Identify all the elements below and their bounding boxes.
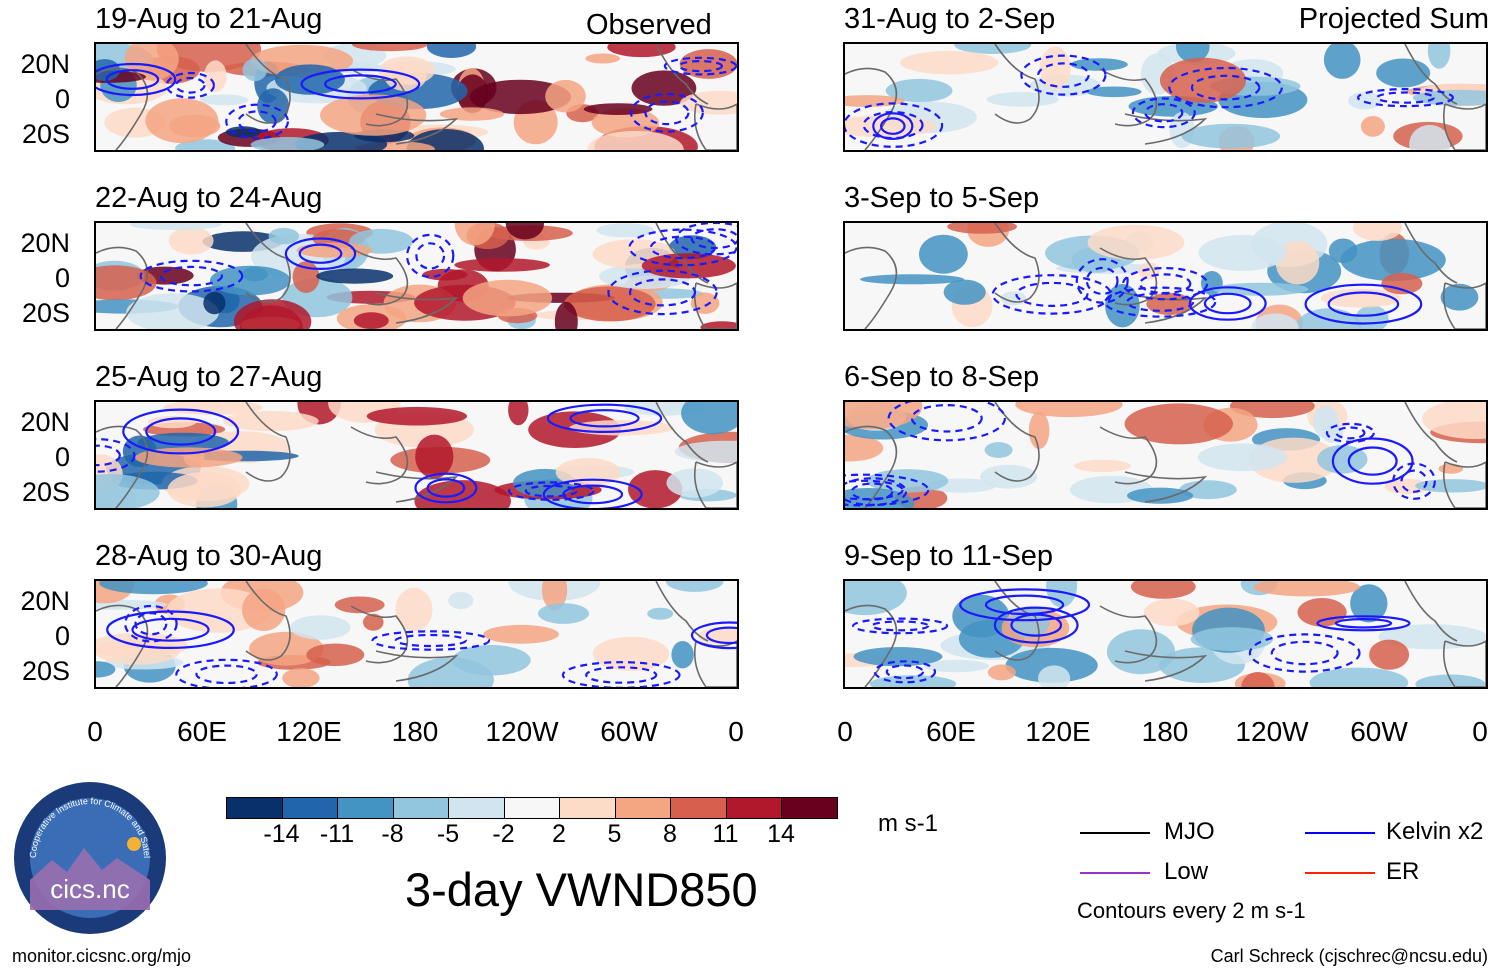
colorbar-cell bbox=[226, 797, 283, 819]
lat-label: 0 bbox=[54, 621, 70, 651]
colorbar-cell bbox=[281, 797, 338, 819]
cics-logo: cics.nc Cooperative Institute for Climat… bbox=[9, 772, 168, 936]
legend-label-er: ER bbox=[1386, 858, 1420, 885]
lat-label: 20N bbox=[20, 228, 70, 258]
legend-line-mjo bbox=[1080, 832, 1150, 834]
legend-line-er bbox=[1305, 872, 1375, 874]
observed-label: Observed bbox=[586, 9, 712, 41]
logo-text: cics.nc bbox=[50, 874, 129, 904]
map-panel-right-4 bbox=[843, 579, 1488, 689]
colorbar-tick: 11 bbox=[712, 820, 739, 848]
colorbar-tick: -5 bbox=[436, 820, 460, 848]
map-panel-right-3 bbox=[843, 400, 1488, 510]
panel-title-right-1: 31-Aug to 2-Sep bbox=[844, 3, 1056, 35]
lat-label: 20S bbox=[21, 656, 70, 686]
colorbar-cell bbox=[725, 797, 782, 819]
lon-label: 0 bbox=[837, 716, 853, 747]
panel-title-right-3: 6-Sep to 8-Sep bbox=[844, 361, 1040, 393]
colorbar-tick: -14 bbox=[263, 820, 300, 848]
colorbar-cell bbox=[559, 797, 616, 819]
colorbar-tick: -2 bbox=[492, 820, 515, 848]
colorbar-cell bbox=[670, 797, 727, 819]
panel-title-left-2: 22-Aug to 24-Aug bbox=[95, 182, 323, 214]
lon-label: 60E bbox=[177, 716, 227, 747]
map-panel-left-4 bbox=[94, 579, 739, 689]
lon-label: 0 bbox=[87, 716, 103, 747]
lat-label: 0 bbox=[54, 84, 70, 114]
colorbar-cell bbox=[614, 797, 671, 819]
colorbar-cell bbox=[503, 797, 560, 819]
panel-title-left-4: 28-Aug to 30-Aug bbox=[95, 540, 323, 572]
colorbar-cell bbox=[448, 797, 505, 819]
lat-label: 0 bbox=[54, 263, 70, 293]
legend-label-low: Low bbox=[1164, 858, 1209, 885]
panel-title-right-4: 9-Sep to 11-Sep bbox=[844, 540, 1054, 572]
colorbar-cell bbox=[781, 797, 838, 819]
colorbar-tick: -8 bbox=[381, 820, 404, 848]
lon-label: 0 bbox=[1472, 716, 1488, 747]
map-panel-left-1 bbox=[94, 42, 739, 152]
lat-label: 20N bbox=[20, 407, 70, 437]
map-panel-right-1 bbox=[843, 42, 1488, 152]
lat-label: 20S bbox=[21, 477, 70, 507]
projected-label: Projected Sum bbox=[1298, 3, 1489, 35]
legend-line-low bbox=[1080, 872, 1150, 874]
colorbar-cell bbox=[392, 797, 449, 819]
colorbar-tick: 5 bbox=[607, 820, 622, 848]
lat-label: 20S bbox=[21, 119, 70, 149]
credit-text: Carl Schreck (cjschrec@ncsu.edu) bbox=[1210, 946, 1488, 966]
lon-label: 120W bbox=[485, 716, 559, 747]
colorbar-cell bbox=[337, 797, 394, 819]
lon-label: 120E bbox=[1025, 716, 1091, 747]
colorbar-tick: 2 bbox=[552, 820, 566, 848]
map-panel-left-3 bbox=[94, 400, 739, 510]
lon-label: 60E bbox=[926, 716, 976, 747]
panel-title-left-1: 19-Aug to 21-Aug bbox=[95, 3, 323, 35]
source-url: monitor.cicsnc.org/mjo bbox=[12, 946, 192, 966]
lon-label: 60W bbox=[1350, 716, 1408, 747]
panel-title-right-2: 3-Sep to 5-Sep bbox=[844, 182, 1040, 214]
lat-label: 20S bbox=[21, 298, 70, 328]
figure-title: 3-day VWND850 bbox=[405, 863, 758, 916]
lon-label: 0 bbox=[728, 716, 744, 747]
lon-label: 180 bbox=[391, 716, 439, 747]
legend-label-mjo: MJO bbox=[1164, 818, 1215, 845]
colorbar-tick: 8 bbox=[663, 820, 677, 848]
units-label: m s-1 bbox=[878, 810, 938, 837]
legend-line-kelvin bbox=[1305, 832, 1375, 834]
colorbar-tick: 14 bbox=[767, 820, 795, 848]
contour-note: Contours every 2 m s-1 bbox=[1077, 898, 1306, 923]
lat-label: 0 bbox=[54, 442, 70, 472]
lon-label: 120W bbox=[1235, 716, 1309, 747]
lon-label: 180 bbox=[1141, 716, 1189, 747]
panel-title-left-3: 25-Aug to 27-Aug bbox=[95, 361, 323, 393]
lat-label: 20N bbox=[20, 586, 70, 616]
lon-label: 60W bbox=[600, 716, 658, 747]
lat-label: 20N bbox=[20, 49, 70, 79]
map-panel-right-2 bbox=[843, 221, 1488, 331]
map-panel-left-2 bbox=[94, 221, 739, 331]
lon-label: 120E bbox=[276, 716, 342, 747]
legend-label-kelvin: Kelvin x2 bbox=[1386, 818, 1484, 845]
colorbar-tick: -11 bbox=[319, 820, 355, 848]
